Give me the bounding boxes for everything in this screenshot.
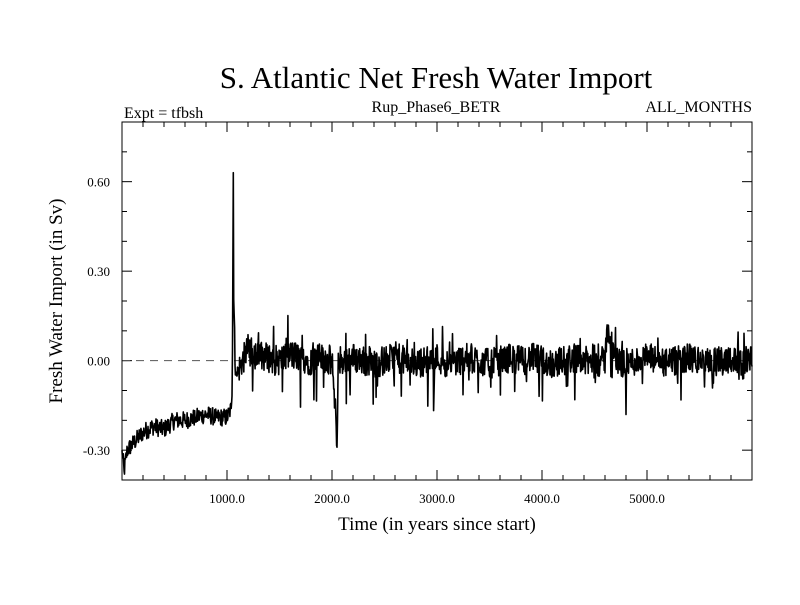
y-tick-label: 0.60	[87, 175, 110, 190]
subtitle-run: Rup_Phase6_BETR	[372, 99, 501, 116]
x-tick-labels: 1000.0 2000.0 3000.0 4000.0 5000.0	[209, 491, 665, 506]
axis-ticks	[122, 122, 752, 480]
y-tick-label: -0.30	[83, 443, 110, 458]
x-tick-label: 2000.0	[314, 491, 350, 506]
x-tick-label: 4000.0	[524, 491, 560, 506]
plot-frame	[121, 121, 753, 481]
series-group	[121, 171, 753, 475]
x-axis-label: Time (in years since start)	[338, 514, 536, 535]
y-tick-label: 0.00	[87, 354, 110, 369]
x-tick-label: 5000.0	[629, 491, 665, 506]
series-line	[121, 171, 753, 475]
y-tick-labels: -0.30 0.00 0.30 0.60	[83, 175, 110, 458]
y-axis-label: Fresh Water Import (in Sv)	[46, 199, 67, 404]
y-tick-label: 0.30	[87, 264, 110, 279]
chart-title: S. Atlantic Net Fresh Water Import	[220, 60, 653, 95]
x-tick-label: 1000.0	[209, 491, 245, 506]
subtitle-months: ALL_MONTHS	[645, 99, 752, 116]
subtitle-experiment: Expt = tfbsh	[124, 105, 203, 122]
x-tick-label: 3000.0	[419, 491, 455, 506]
